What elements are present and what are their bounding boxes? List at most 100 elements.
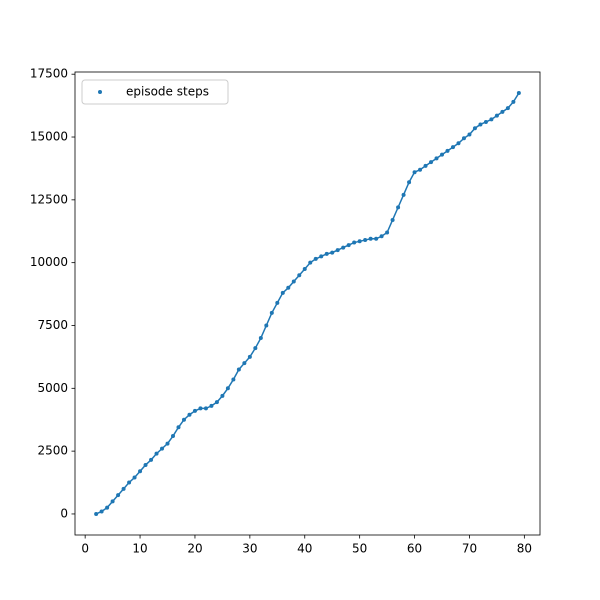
point: [203, 406, 208, 411]
point: [94, 511, 99, 516]
point: [440, 152, 445, 157]
axes-frame: [74, 71, 541, 536]
point: [423, 163, 428, 168]
point: [308, 260, 313, 265]
legend-marker: [98, 90, 102, 94]
point: [374, 236, 379, 241]
point: [110, 499, 115, 504]
point: [429, 160, 434, 165]
point: [198, 406, 203, 411]
point: [181, 417, 186, 422]
point: [99, 509, 104, 514]
point: [280, 290, 285, 295]
point: [385, 230, 390, 235]
point: [407, 180, 412, 185]
point: [192, 408, 197, 413]
x-tick-label: 80: [517, 542, 532, 556]
x-tick-label: 60: [407, 542, 422, 556]
x-tick-label: 0: [81, 542, 89, 556]
point: [127, 480, 132, 485]
point: [132, 475, 137, 480]
point: [116, 493, 121, 498]
point: [467, 132, 472, 137]
point: [368, 236, 373, 241]
point: [121, 486, 126, 491]
y-tick-label: 10000: [30, 255, 68, 269]
legend-label: episode steps: [126, 85, 209, 99]
point: [143, 462, 148, 467]
point: [516, 91, 521, 96]
point: [275, 300, 280, 305]
point: [352, 240, 357, 245]
point: [511, 99, 516, 104]
point: [494, 113, 499, 118]
y-tick-label: 7500: [37, 318, 68, 332]
y-tick-label: 12500: [30, 192, 68, 206]
point: [324, 251, 329, 256]
point: [461, 136, 466, 141]
point: [176, 425, 181, 430]
point: [160, 446, 165, 451]
point: [105, 505, 110, 510]
point: [412, 170, 417, 175]
point: [472, 126, 477, 131]
point: [258, 336, 263, 341]
point: [247, 354, 252, 359]
x-tick-label: 70: [462, 542, 477, 556]
point: [357, 239, 362, 244]
point: [264, 323, 269, 328]
x-tick-label: 40: [297, 542, 312, 556]
point: [456, 141, 461, 146]
point: [149, 457, 154, 462]
y-tick-label: 0: [60, 506, 68, 520]
point: [341, 245, 346, 250]
point: [253, 346, 258, 351]
point: [483, 119, 488, 124]
point: [225, 386, 230, 391]
point: [330, 250, 335, 255]
point: [165, 441, 170, 446]
y-tick-label: 15000: [30, 130, 68, 144]
point: [489, 117, 494, 122]
point: [269, 310, 274, 315]
point: [478, 122, 483, 127]
point: [313, 256, 318, 261]
point: [231, 377, 236, 382]
point: [335, 248, 340, 253]
point: [363, 238, 368, 243]
point: [214, 400, 219, 405]
point: [346, 243, 351, 248]
point: [505, 106, 510, 111]
legend-box: [81, 79, 229, 105]
series-line: [95, 92, 520, 515]
x-tick-label: 20: [187, 542, 202, 556]
point: [379, 234, 384, 239]
point: [242, 361, 247, 366]
point: [138, 469, 143, 474]
x-tick-label: 10: [132, 542, 147, 556]
y-tick-label: 17500: [30, 67, 68, 81]
x-tick-label: 30: [242, 542, 257, 556]
x-tick-label: 50: [352, 542, 367, 556]
point: [302, 266, 307, 271]
point: [401, 192, 406, 197]
y-tick-label: 2500: [37, 444, 68, 458]
y-tick-label: 5000: [37, 381, 68, 395]
point: [187, 412, 192, 417]
point: [286, 285, 291, 290]
point: [170, 434, 175, 439]
point: [396, 205, 401, 210]
point: [434, 156, 439, 161]
point: [418, 167, 423, 172]
point: [390, 217, 395, 222]
point: [291, 279, 296, 284]
point: [500, 109, 505, 114]
point: [319, 254, 324, 259]
point: [209, 403, 214, 408]
point: [154, 451, 159, 456]
point: [297, 273, 302, 278]
point: [450, 145, 455, 150]
point: [220, 393, 225, 398]
